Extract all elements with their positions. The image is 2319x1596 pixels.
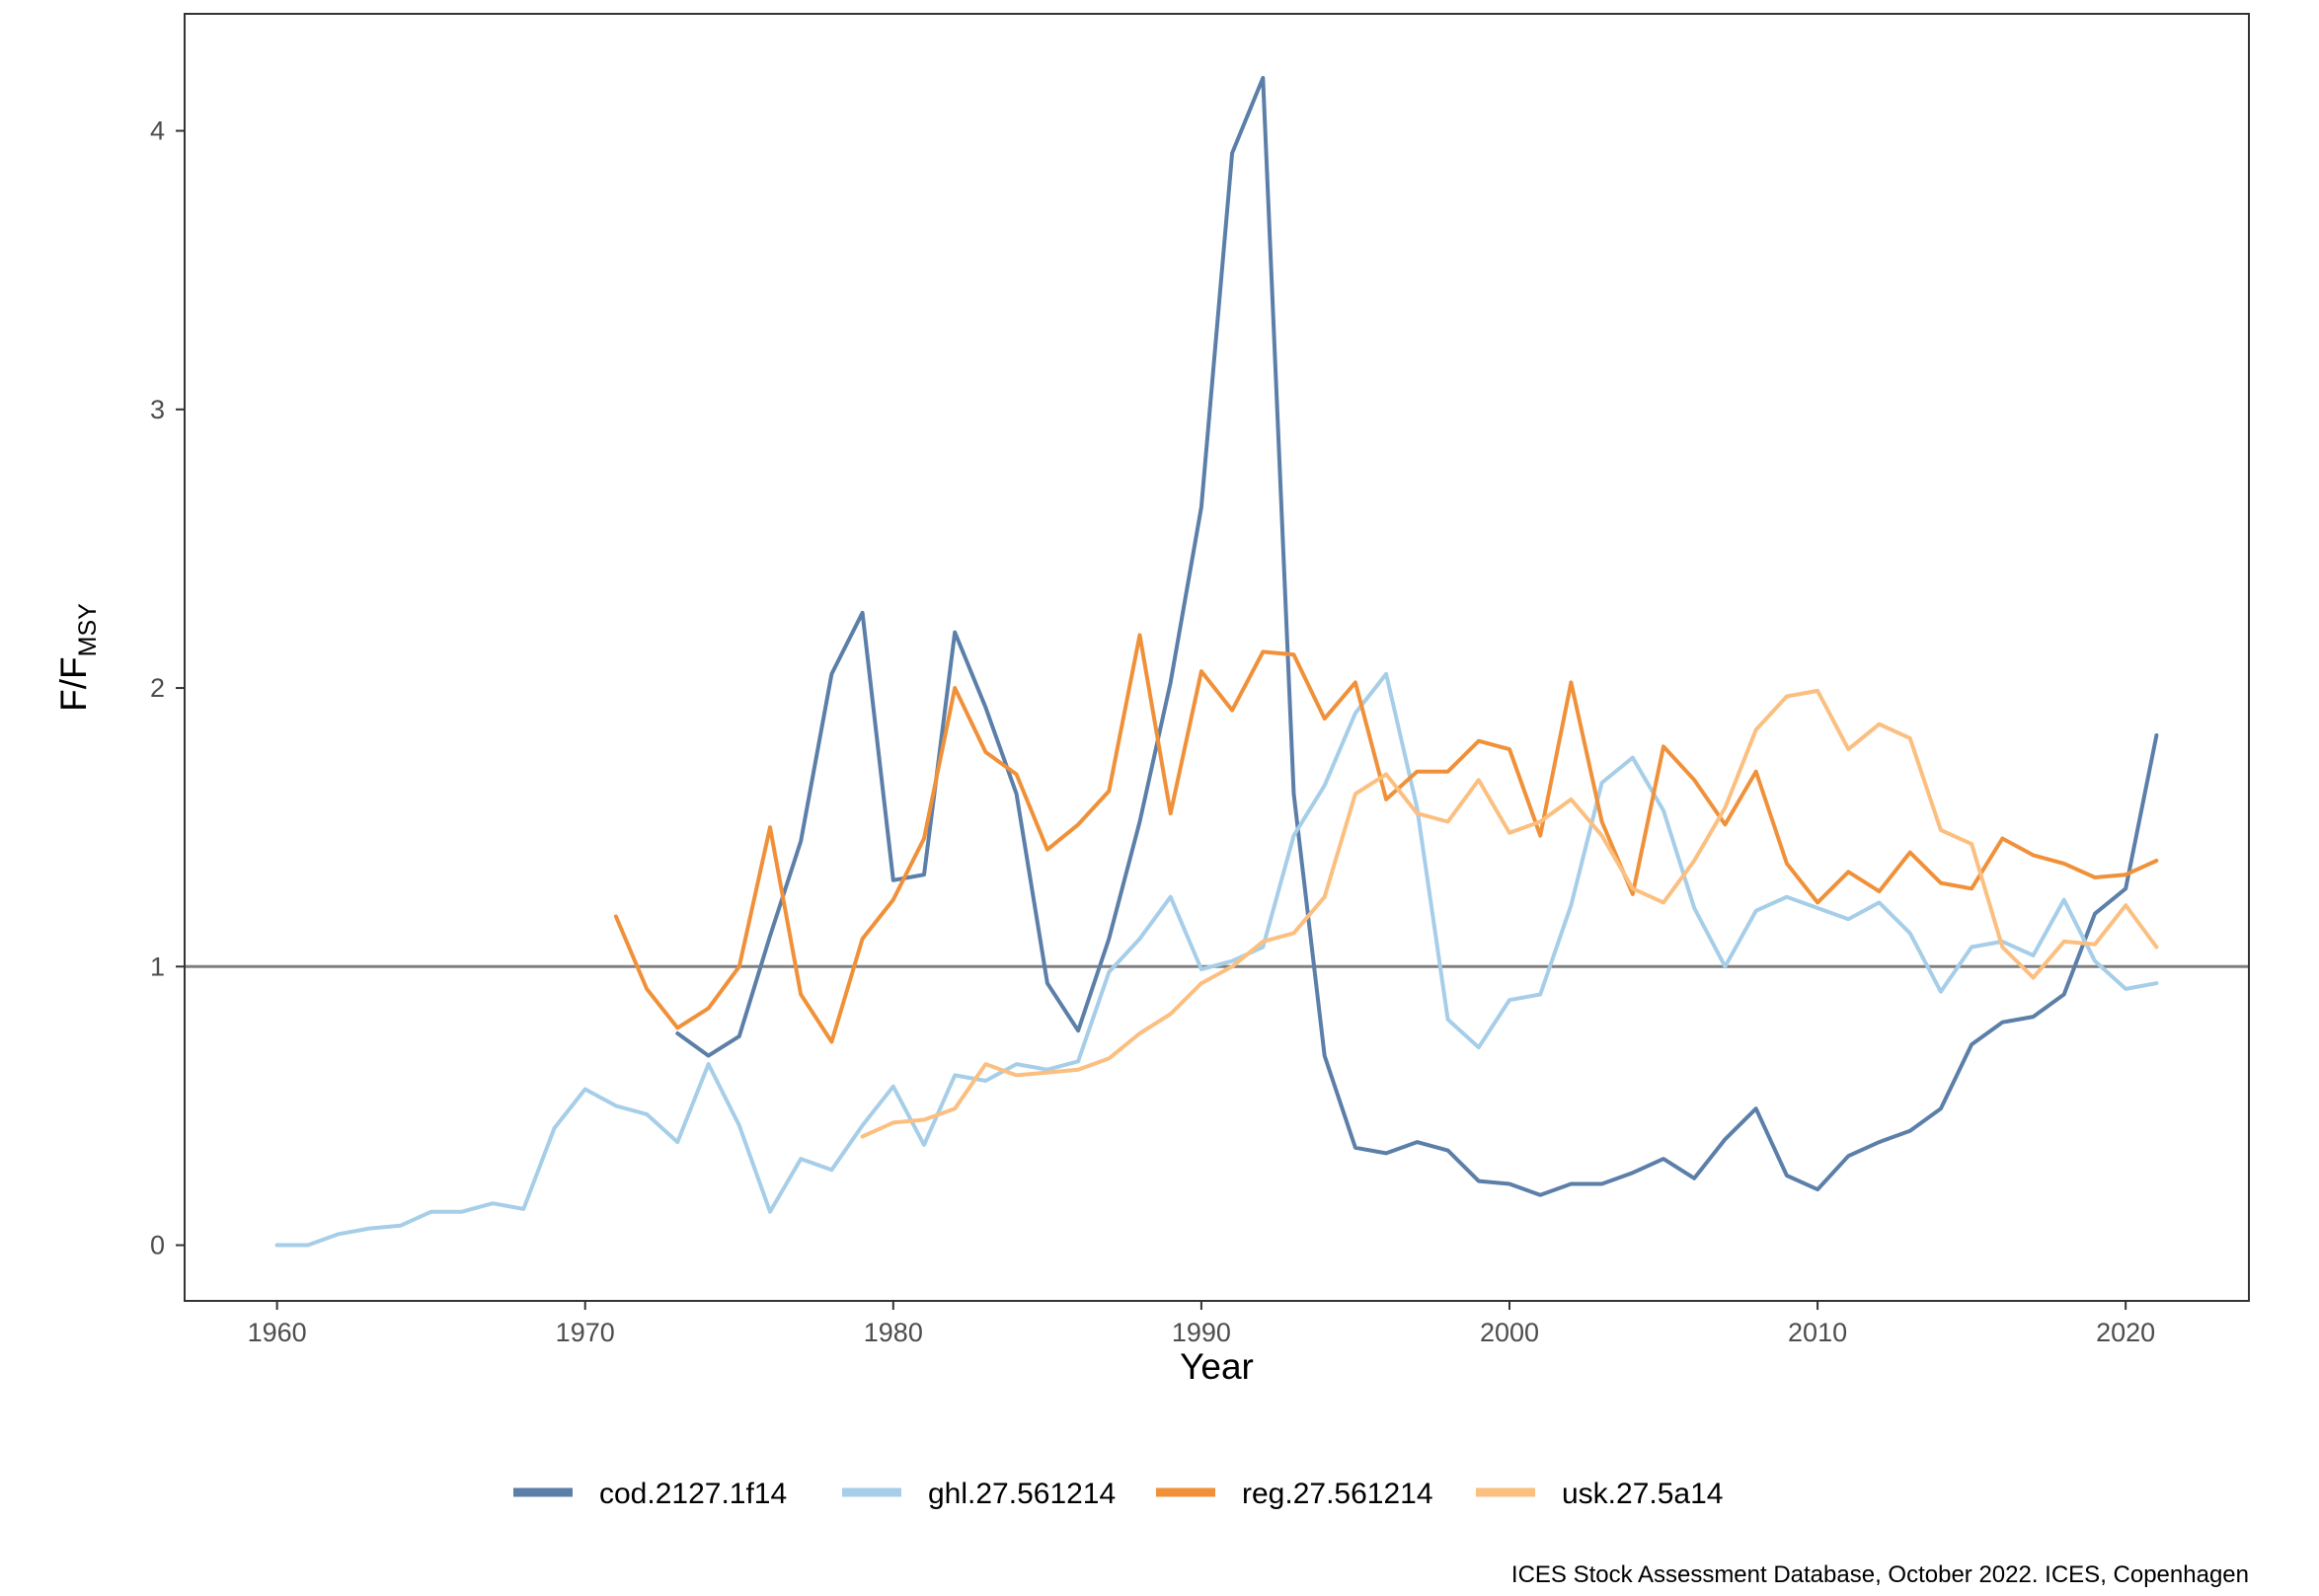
x-tick-label: 1990	[1172, 1318, 1231, 1347]
y-axis-title-main: F/F	[53, 656, 94, 711]
legend-label-ghl.27.561214: ghl.27.561214	[928, 1478, 1116, 1510]
series-line-usk.27.5a14	[860, 688, 2159, 1139]
plot-panel-border	[184, 13, 2250, 1302]
y-tick-label: 4	[150, 116, 165, 146]
legend: cod.2127.1f14 ghl.27.561214 reg.27.561214 u…	[513, 1478, 1723, 1510]
y-axis-title: F/FMSY	[53, 603, 102, 712]
series-line-cod.2127.1f14	[675, 75, 2159, 1197]
y-axis: 0 1 2 3 4	[150, 116, 185, 1260]
series-line-ghl.27.561214	[274, 671, 2159, 1248]
x-axis: 1960 1970 1980 1990 2000 2010 2020	[248, 1301, 2155, 1347]
y-tick-label: 2	[150, 673, 165, 703]
x-tick-label: 2020	[2096, 1318, 2155, 1347]
x-tick-label: 1980	[864, 1318, 923, 1347]
source-caption: ICES Stock Assessment Database, October …	[1511, 1561, 2249, 1588]
x-tick-label: 2010	[1788, 1318, 1847, 1347]
series-layer	[274, 75, 2159, 1248]
legend-label-usk.27.5a14: usk.27.5a14	[1562, 1478, 1723, 1510]
series-line-reg.27.561214	[613, 633, 2159, 1044]
legend-label-reg.27.561214: reg.27.561214	[1242, 1478, 1433, 1510]
x-tick-label: 1960	[248, 1318, 307, 1347]
y-tick-label: 1	[150, 951, 165, 981]
y-axis-title-subscript: MSY	[74, 603, 102, 657]
x-tick-label: 2000	[1480, 1318, 1539, 1347]
y-tick-label: 0	[150, 1231, 165, 1260]
x-tick-label: 1970	[556, 1318, 615, 1347]
x-axis-title: Year	[1180, 1346, 1254, 1387]
legend-label-cod.2127.1f14: cod.2127.1f14	[599, 1478, 787, 1510]
y-tick-label: 3	[150, 395, 165, 424]
